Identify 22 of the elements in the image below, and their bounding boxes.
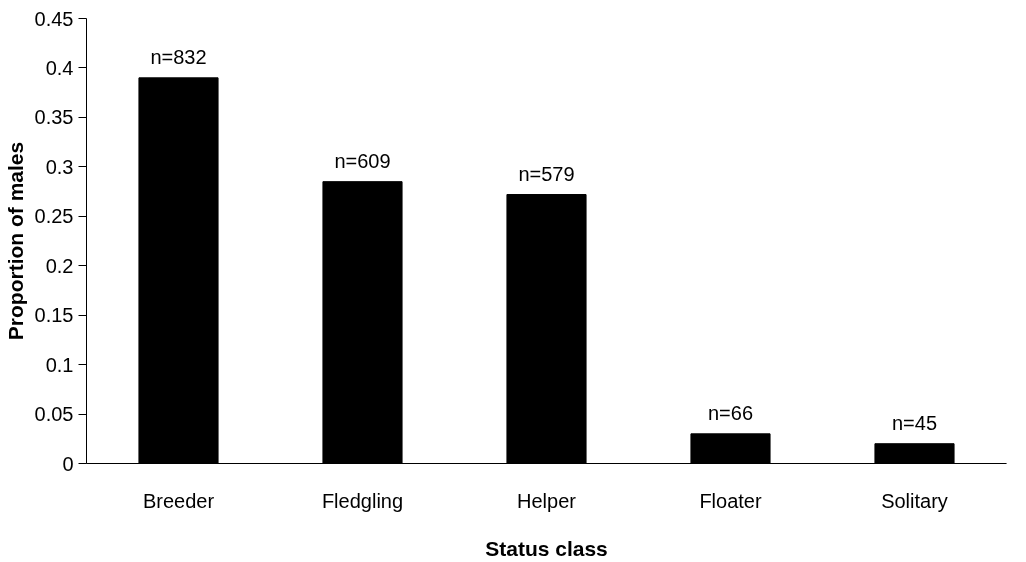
y-tick-label: 0 [62, 452, 74, 475]
y-tick-label: 0.3 [45, 155, 74, 178]
annotation: n=609 [334, 149, 391, 172]
y-tick-label: 0.35 [34, 106, 74, 129]
x-tick-label: Breeder [142, 489, 215, 512]
y-tick-label: 0.1 [45, 353, 74, 376]
y-tick-label: 0.2 [45, 254, 74, 277]
y-tick-label: 0.4 [45, 56, 74, 79]
annotation: n=579 [518, 162, 575, 185]
x-tick-label: Helper [517, 489, 577, 512]
y-axis-title: Proportion of males [3, 141, 27, 341]
x-tick-label: Solitary [881, 489, 948, 512]
annotation: n=66 [707, 401, 754, 424]
x-tick-label: Floater [699, 489, 762, 512]
x-axis-title: Status class [485, 536, 608, 560]
annotation: n=832 [150, 45, 207, 68]
y-tick-label: 0.05 [34, 403, 74, 426]
y-tick-label: 0.25 [34, 205, 74, 228]
annotation: n=45 [891, 411, 938, 434]
y-tick-label: 0.45 [34, 7, 74, 30]
y-tick-label: 0.15 [34, 304, 74, 327]
x-tick-label: Fledgling [321, 489, 404, 512]
